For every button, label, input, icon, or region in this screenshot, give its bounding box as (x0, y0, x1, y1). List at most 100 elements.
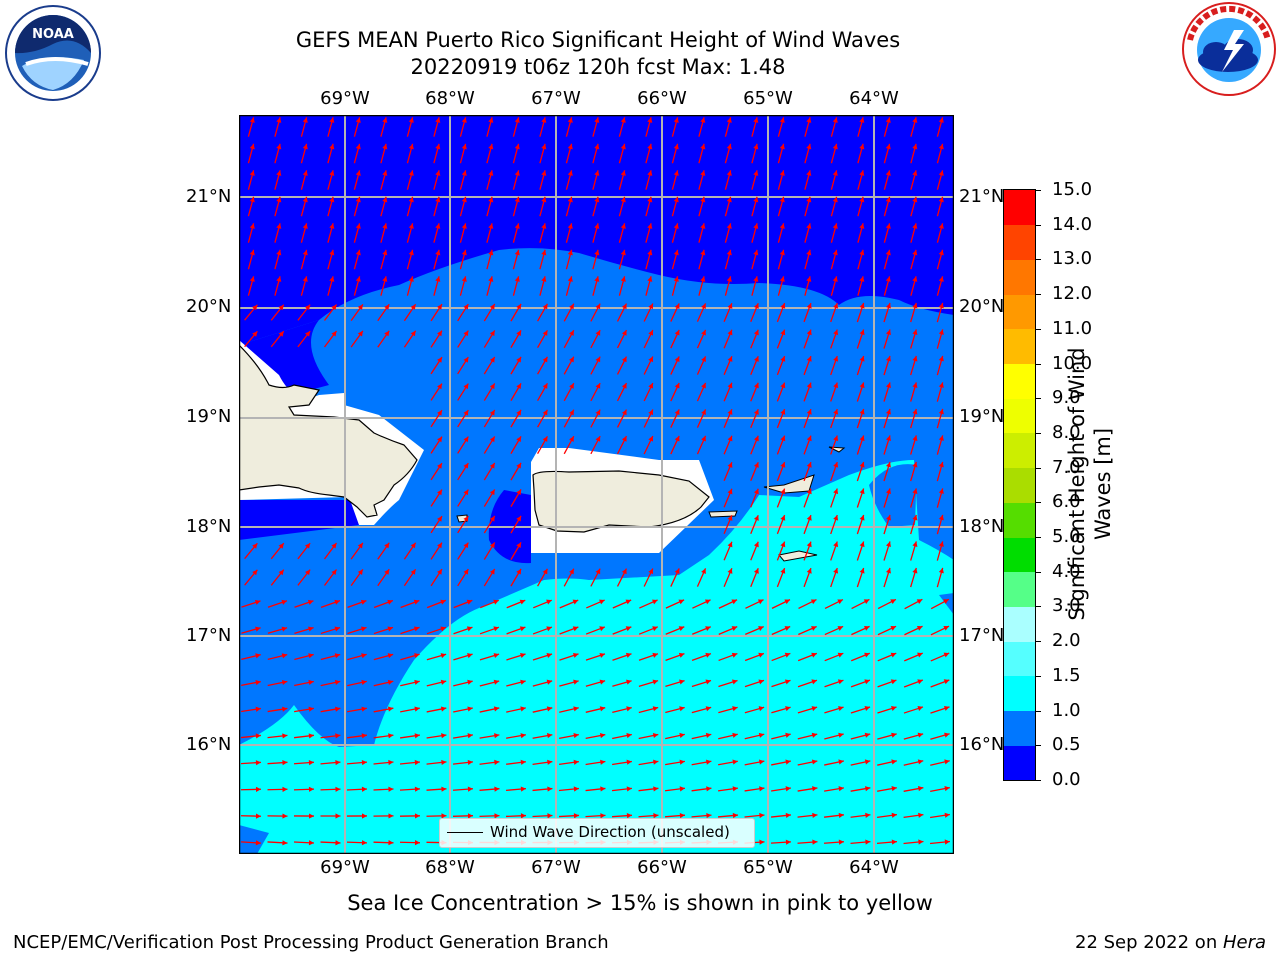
wave-direction-arrowhead (388, 759, 394, 766)
wave-direction-arrowhead (520, 759, 526, 765)
colorbar-segment (1004, 224, 1035, 260)
wave-direction-arrowhead (595, 330, 601, 336)
wave-direction-arrowhead (519, 626, 526, 632)
wave-direction-arrowhead (701, 356, 706, 362)
wave-direction-arrowhead (361, 733, 367, 739)
wave-direction-arrowhead (885, 223, 891, 229)
wave-direction-arrowhead (673, 276, 679, 282)
colorbar-segment (1004, 571, 1035, 607)
wave-direction-arrowhead (494, 813, 500, 819)
wave-direction-arrowhead (753, 541, 759, 548)
wave-direction-arrowhead (278, 331, 284, 337)
wave-direction-arrowhead (859, 356, 865, 362)
wave-direction-arrowhead (864, 786, 871, 792)
wave-direction-arrowhead (437, 330, 442, 337)
wave-direction-arrowhead (859, 541, 865, 548)
wave-direction-arrowhead (569, 303, 574, 310)
wave-direction-arrowhead (918, 812, 924, 818)
wave-direction-arrowhead (413, 626, 420, 632)
wave-direction-arrowhead (463, 357, 469, 363)
wave-direction-arrowhead (944, 786, 950, 792)
wave-direction-arrowhead (414, 706, 420, 712)
wave-direction-arrowhead (437, 410, 442, 416)
wave-direction-arrowhead (891, 812, 897, 818)
wave-direction-arrowhead (890, 652, 897, 658)
wave-direction-arrowhead (753, 223, 759, 229)
map-frame (239, 115, 954, 854)
wave-direction-arrowhead (466, 626, 473, 632)
colorbar-segment (1004, 328, 1035, 365)
wave-direction-arrowhead (944, 759, 950, 765)
wave-direction-arrowhead (281, 626, 288, 632)
wave-direction-arrowhead (912, 408, 918, 415)
wave-direction-arrowhead (467, 733, 473, 739)
wave-direction-arrowhead (753, 382, 759, 389)
wave-direction-arrowhead (780, 541, 786, 548)
wave-direction-arrowhead (282, 840, 288, 846)
colorbar-tick-mark (1035, 398, 1041, 400)
wave-direction-arrowhead (912, 302, 918, 309)
lat-label-left: 18°N (186, 516, 232, 537)
wave-direction-arrowhead (810, 599, 817, 605)
wave-direction-arrowhead (276, 170, 282, 176)
wave-direction-arrowhead (812, 786, 818, 792)
legend-line (447, 832, 483, 833)
wave-direction-arrowhead (334, 679, 341, 685)
wave-direction-arrowhead (652, 706, 659, 712)
wave-direction-arrowhead (832, 196, 838, 203)
wave-direction-arrowhead (595, 303, 601, 310)
wave-direction-arrowhead (620, 170, 626, 176)
wave-direction-arrowhead (938, 249, 944, 256)
wave-direction-arrowhead (516, 330, 522, 336)
wave-direction-arrowhead (912, 382, 918, 388)
wave-direction-arrowhead (785, 786, 791, 792)
wave-direction-arrowhead (732, 812, 738, 819)
wave-direction-arrowhead (357, 330, 363, 337)
wave-direction-arrowhead (302, 276, 308, 282)
wave-direction-arrowhead (727, 568, 733, 574)
lon-label-bottom: 67°W (531, 857, 581, 878)
wave-direction-arrowhead (780, 329, 786, 336)
wave-direction-arrowhead (673, 143, 679, 150)
wave-direction-arrowhead (678, 652, 685, 658)
wave-direction-arrowhead (753, 303, 759, 309)
wave-direction-arrowhead (335, 840, 341, 846)
wave-direction-arrowhead (567, 196, 573, 203)
wave-direction-arrowhead (520, 786, 526, 792)
wave-direction-arrowhead (520, 653, 526, 659)
wave-direction-arrowhead (701, 329, 706, 336)
wave-direction-arrowhead (832, 117, 838, 123)
wave-direction-arrowhead (917, 759, 924, 765)
wave-direction-arrowhead (408, 249, 414, 256)
wave-direction-arrowhead (441, 733, 447, 739)
wave-direction-arrowhead (516, 356, 522, 363)
wave-direction-arrowhead (891, 839, 897, 845)
wave-direction-arrowhead (541, 170, 547, 176)
wave-direction-arrowhead (647, 117, 653, 123)
nws-logo (1182, 2, 1276, 96)
hispaniola-land (239, 344, 418, 518)
wave-direction-arrowhead (435, 196, 441, 203)
wave-direction-arrowhead (600, 786, 606, 792)
wave-direction-arrowhead (806, 568, 812, 574)
wave-direction-arrowhead (806, 515, 812, 521)
wave-direction-arrowhead (489, 515, 495, 522)
wave-direction-arrowhead (384, 330, 390, 337)
wave-direction-arrowhead (599, 706, 606, 712)
wave-direction-arrowhead (621, 356, 627, 363)
wave-direction-arrowhead (302, 249, 308, 256)
wave-direction-arrowhead (355, 249, 361, 256)
wave-direction-arrowhead (833, 462, 839, 468)
wave-direction-arrowhead (886, 567, 891, 574)
wave-direction-arrowhead (753, 409, 759, 415)
wave-direction-arrowhead (546, 679, 553, 685)
wave-direction-arrowhead (806, 170, 812, 176)
wave-direction-arrowhead (832, 143, 838, 150)
wave-direction-arrowhead (811, 679, 817, 685)
wave-direction-arrowhead (361, 840, 367, 846)
wave-direction-arrowhead (329, 117, 335, 123)
wave-direction-arrowhead (727, 488, 733, 495)
wave-direction-arrowhead (599, 599, 605, 605)
wave-direction-arrowhead (410, 304, 416, 310)
wave-direction-arrowhead (335, 733, 341, 739)
